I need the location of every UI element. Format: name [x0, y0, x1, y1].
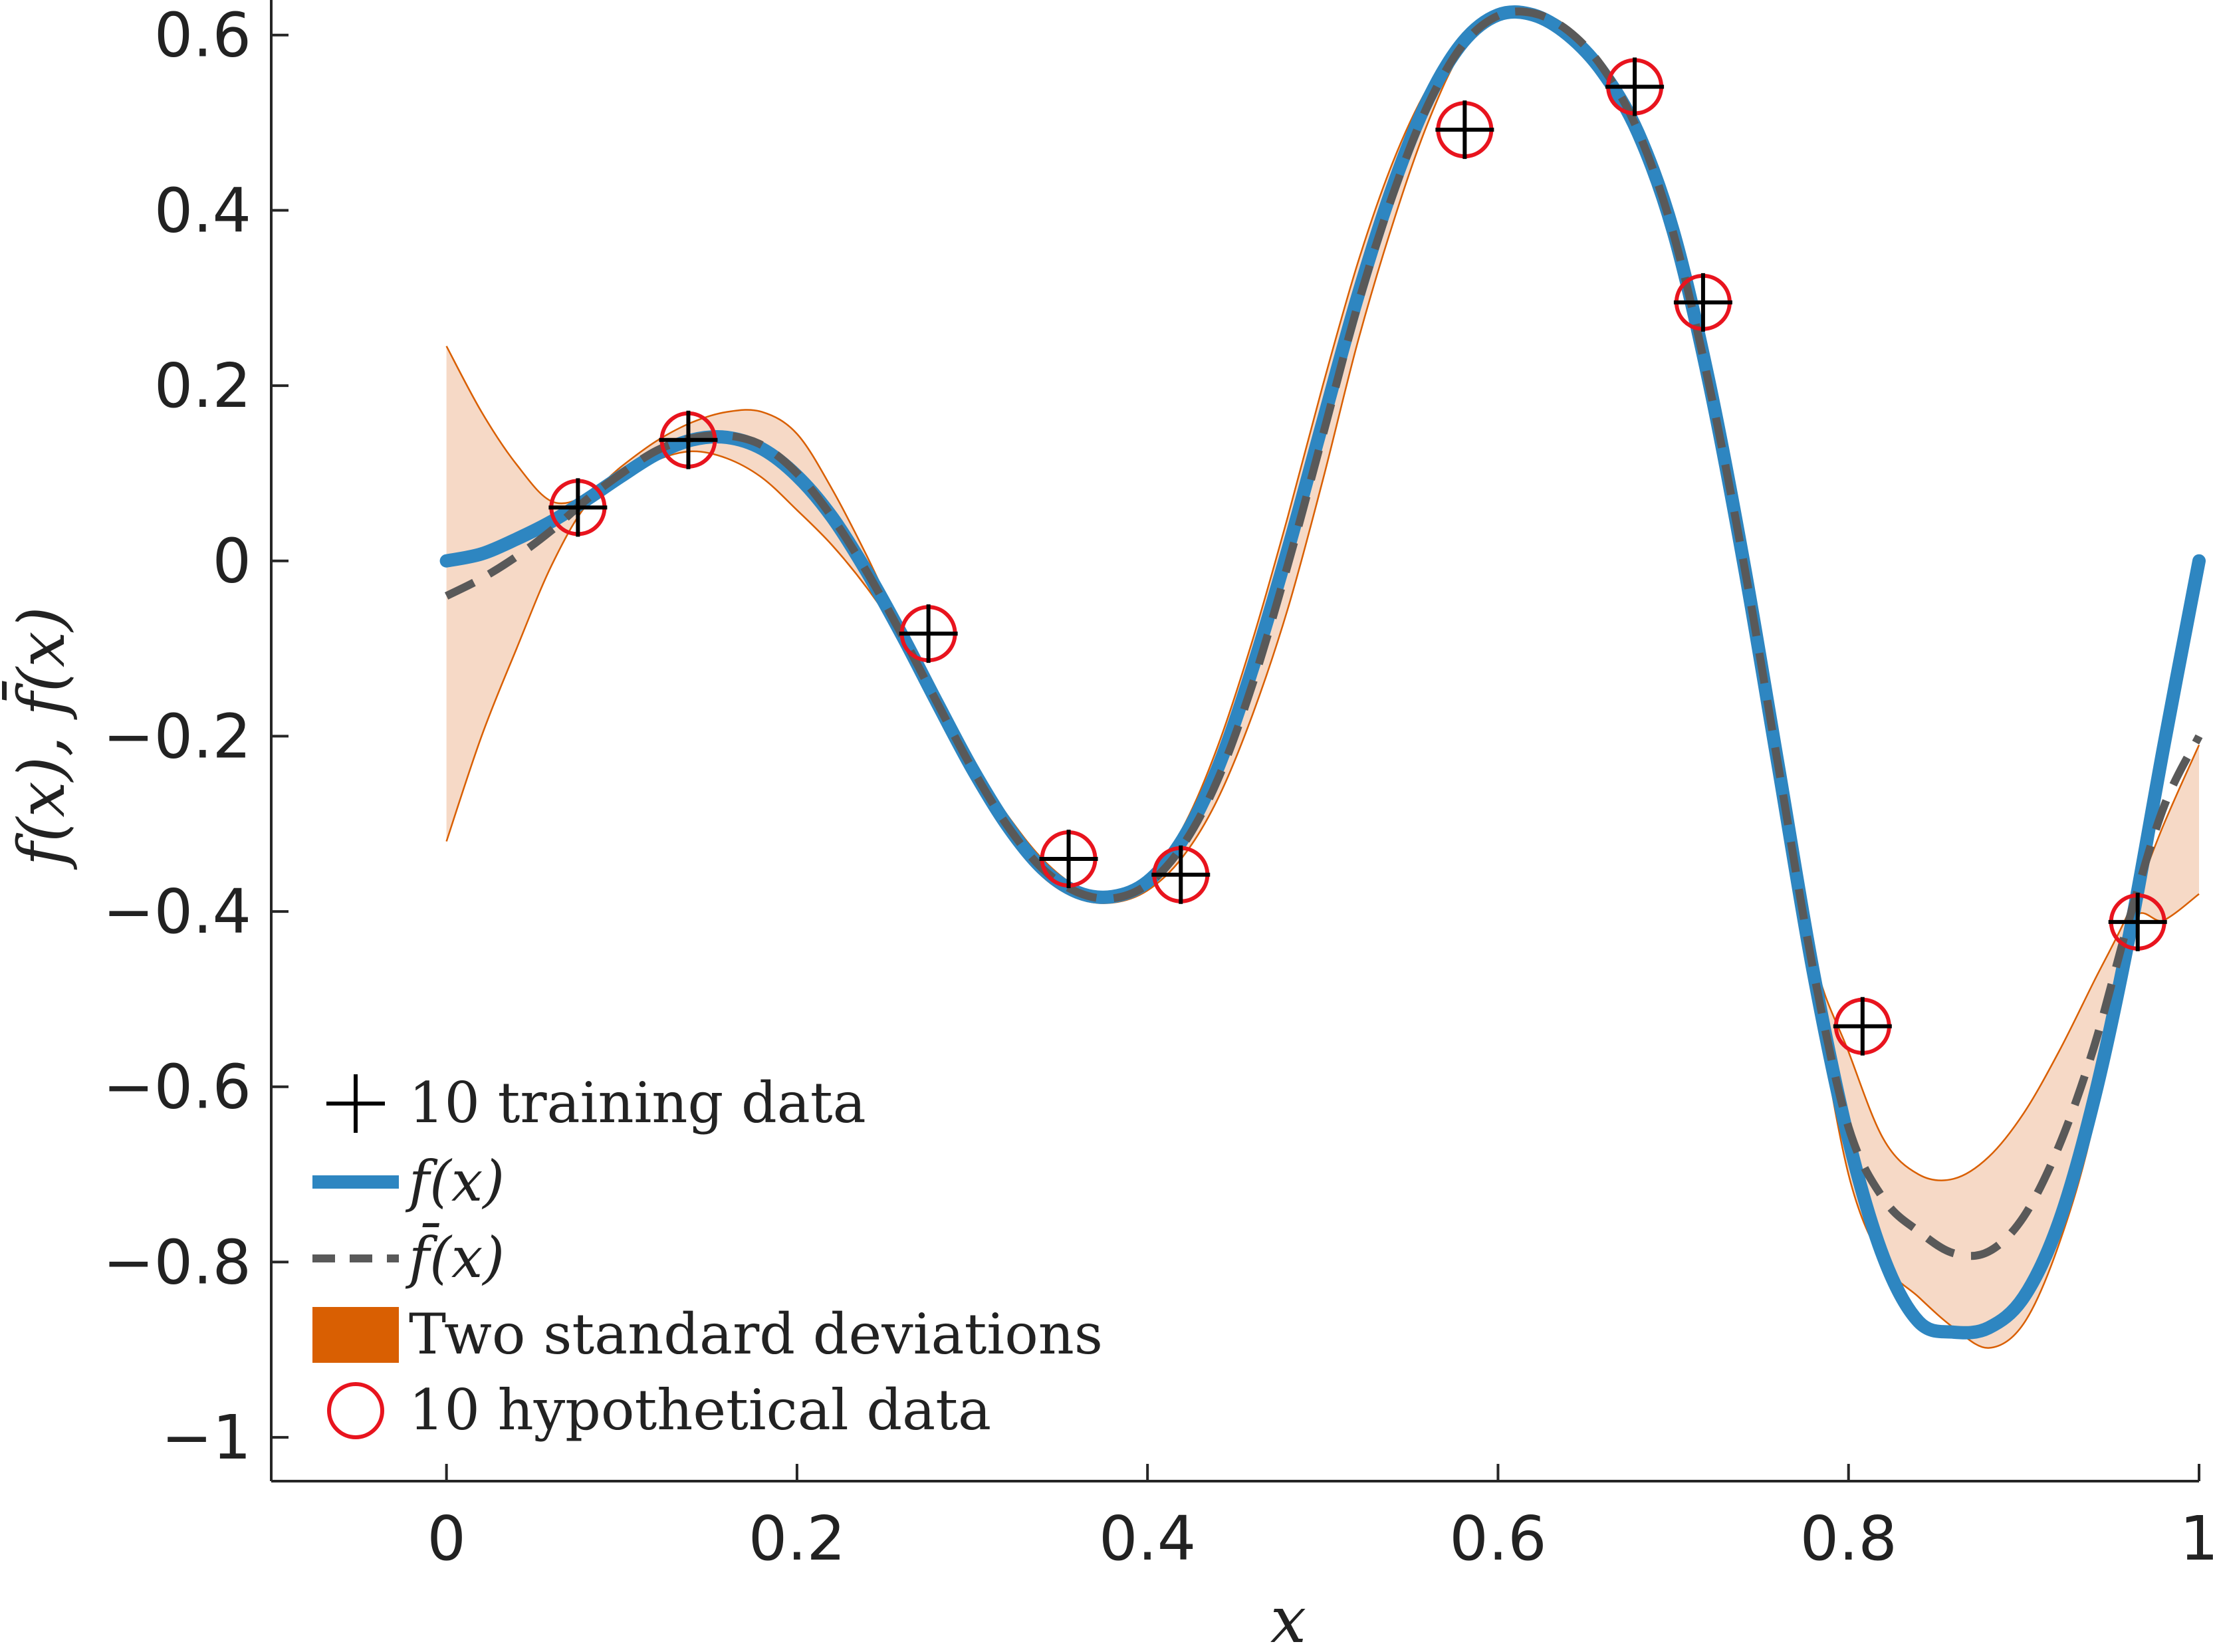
legend-label-band: Two standard deviations [409, 1302, 1103, 1367]
legend-label-hypothetical: 10 hypothetical data [409, 1377, 991, 1443]
training-data-point [1833, 997, 1892, 1056]
y-tick-label: −0.4 [103, 876, 251, 947]
y-tick-label: −0.2 [103, 701, 251, 772]
x-tick-label: 0.8 [1800, 1503, 1897, 1574]
std-band-upper-edge [445, 7, 2200, 1181]
legend-label-true: f(x) [405, 1149, 505, 1214]
series-line-posterior-mean [444, 7, 2203, 1260]
training-data-point [899, 604, 958, 663]
std-band-layer [445, 7, 2200, 1349]
training-data-point [1605, 57, 1665, 116]
y-tick-label: 0.4 [154, 175, 251, 246]
training-data-point [2108, 892, 2167, 951]
data-marker-layer [548, 57, 2167, 1056]
x-tick-label: 1 [2180, 1503, 2213, 1574]
axes-layer: 0 0.2 0.4 0.6 0.8 1 0.6 0.4 0.2 0 −0.2 −0.4 −0.6 −0.8… [3, 0, 2213, 1652]
x-tick-label: 0.6 [1449, 1503, 1546, 1574]
legend-training-symbol [326, 1074, 385, 1133]
y-axis-label: f(x), f̄(x) [3, 606, 79, 870]
legend: 10 training data f(x) f̄(x) Two standard de… [312, 1070, 1103, 1443]
std-band-lower-edge [445, 13, 2200, 1349]
y-tick-label: −0.8 [103, 1227, 251, 1298]
training-data-point [1151, 845, 1211, 904]
x-tick-label: 0 [427, 1503, 466, 1574]
y-tick-label: 0.6 [154, 0, 251, 71]
series-line-layer [439, 5, 2206, 1340]
x-axis-label: x [1270, 1583, 1306, 1652]
training-data-point [548, 478, 608, 537]
y-tick-label: 0.2 [154, 350, 251, 421]
legend-label-training: 10 training data [409, 1070, 866, 1135]
legend-hypothetical-symbol [327, 1382, 384, 1439]
training-data-point [659, 410, 718, 469]
legend-band-symbol [312, 1307, 399, 1363]
x-tick-label: 0.4 [1099, 1503, 1196, 1574]
legend-label-mean: f̄(x) [405, 1223, 505, 1290]
training-data-point [1435, 100, 1494, 160]
x-tick-label: 0.2 [749, 1503, 846, 1574]
y-tick-label: −1 [161, 1402, 251, 1473]
y-tick-label: 0 [212, 526, 251, 597]
training-data-point [1039, 829, 1098, 888]
training-data-point [1673, 273, 1732, 332]
std-band-fill [446, 8, 2199, 1348]
y-tick-label: −0.6 [103, 1052, 251, 1123]
